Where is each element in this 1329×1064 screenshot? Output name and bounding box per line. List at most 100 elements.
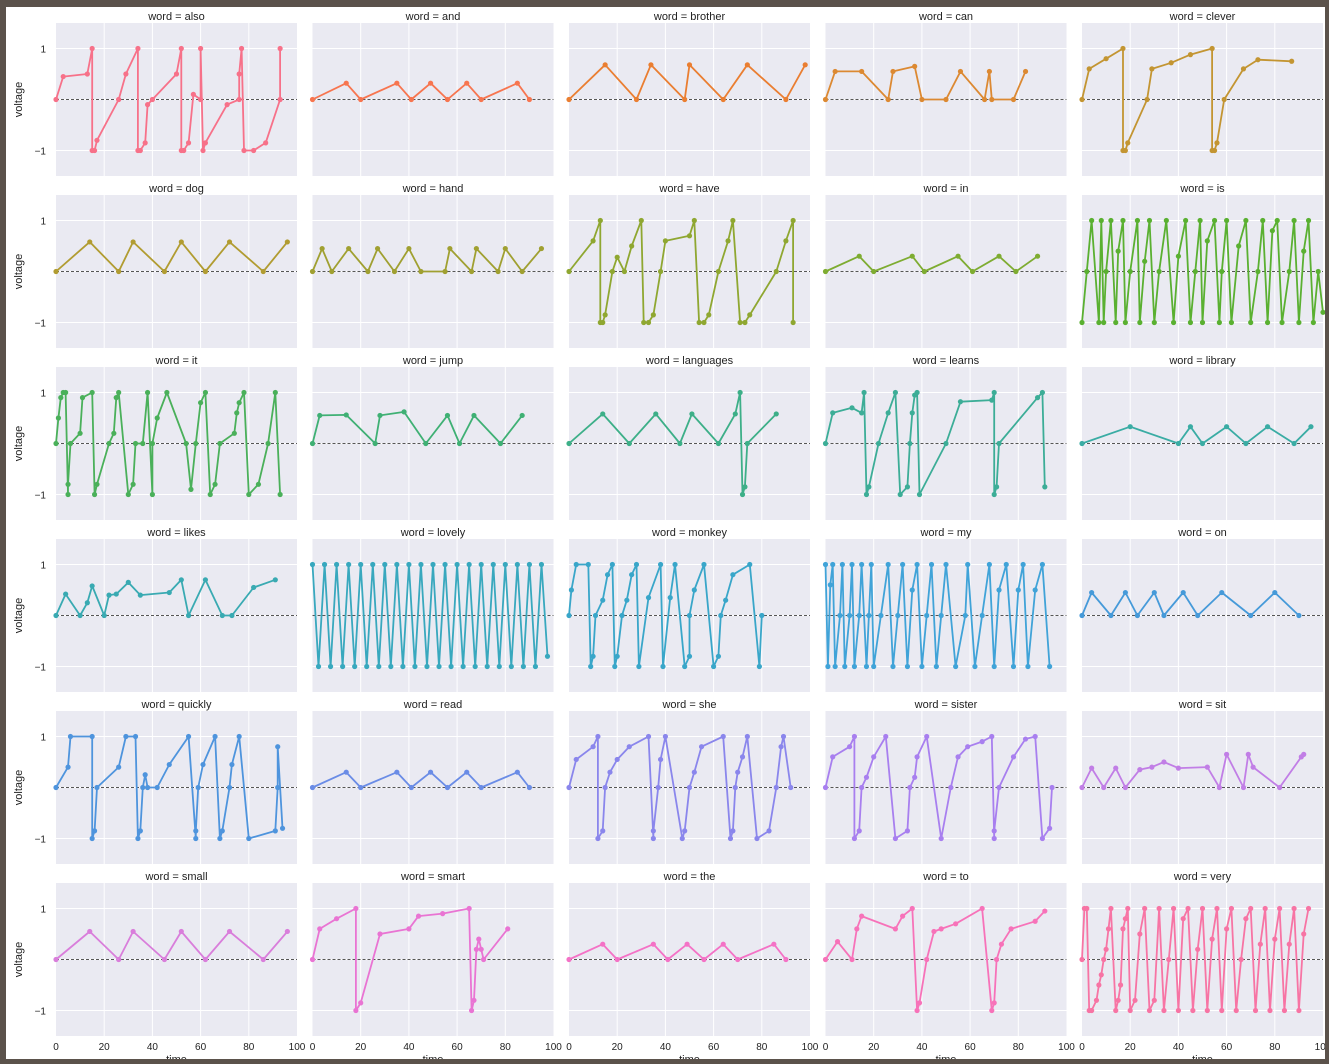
data-point (1096, 982, 1102, 988)
facet-title: word = to (922, 871, 969, 883)
data-point (94, 137, 100, 143)
data-point (682, 96, 688, 103)
data-point (181, 147, 187, 154)
data-point (178, 239, 184, 245)
data-point (1096, 319, 1102, 326)
data-point (1320, 309, 1326, 315)
data-point (938, 926, 944, 932)
data-point (822, 268, 829, 275)
data-point (142, 772, 148, 778)
data-point (756, 663, 762, 670)
data-point (859, 410, 865, 416)
series-line (1081, 425, 1312, 445)
series-line (825, 255, 1039, 273)
data-point (595, 733, 601, 740)
facet-title: word = have (658, 183, 719, 195)
data-point (706, 312, 712, 318)
data-point (77, 430, 83, 436)
facet-panel-and: word = and (309, 11, 554, 176)
data-point (689, 411, 695, 417)
facet-title: word = learns (912, 355, 980, 367)
data-point (856, 253, 862, 259)
data-point (701, 319, 707, 326)
data-point (91, 828, 98, 834)
data-point (246, 835, 252, 842)
data-point (202, 956, 209, 963)
data-point (686, 233, 693, 239)
data-point (212, 481, 218, 487)
data-point (747, 561, 753, 568)
data-point (698, 744, 705, 750)
data-point (1032, 918, 1038, 924)
data-point (427, 80, 434, 86)
data-point (1236, 243, 1242, 249)
data-point (1101, 784, 1107, 791)
data-point (1122, 589, 1128, 596)
data-point (825, 663, 831, 670)
data-point (236, 71, 242, 77)
data-point (885, 561, 891, 568)
data-point (1301, 248, 1307, 254)
data-point (585, 561, 591, 568)
data-point (1228, 319, 1235, 326)
y-axis-label: voltage (13, 598, 25, 633)
data-point (365, 268, 371, 275)
data-point (989, 733, 995, 740)
data-point (478, 946, 484, 952)
data-point (861, 389, 867, 396)
data-point (1008, 926, 1014, 932)
data-point (744, 440, 750, 447)
data-point (137, 828, 143, 834)
data-point (137, 147, 143, 154)
data-point (904, 484, 911, 490)
facet-title: word = brother (653, 11, 726, 23)
data-point (130, 928, 136, 935)
series-line (824, 65, 1027, 101)
data-point (444, 412, 451, 419)
facet-panel-lovely: word = lovely (309, 527, 554, 692)
x-tick-label: 20 (612, 1042, 624, 1053)
data-point (1255, 268, 1261, 275)
x-axis-label: time (166, 1054, 187, 1059)
data-point (783, 238, 789, 244)
facet-title: word = read (403, 699, 462, 711)
data-point (849, 405, 855, 411)
x-tick-label: 60 (1221, 1042, 1233, 1053)
data-point (185, 140, 192, 146)
data-point (1224, 424, 1230, 430)
data-point (315, 663, 322, 670)
data-point (135, 45, 141, 52)
data-point (327, 663, 334, 670)
data-point (871, 268, 877, 275)
data-point (1125, 140, 1131, 146)
data-point (1308, 424, 1314, 430)
data-point (720, 96, 726, 103)
data-point (1161, 759, 1167, 765)
series-line (55, 47, 282, 152)
data-point (173, 71, 180, 77)
data-point (495, 268, 501, 275)
data-point (53, 96, 59, 103)
facet-panel-dog: word = dog 1 −1 voltage (13, 183, 297, 348)
data-point (924, 956, 930, 963)
data-point (730, 217, 736, 224)
data-point (1108, 217, 1114, 224)
data-point (1289, 58, 1295, 64)
data-point (1264, 319, 1271, 326)
data-point (730, 572, 736, 578)
data-point (1151, 589, 1157, 596)
data-point (472, 663, 478, 670)
data-point (193, 828, 199, 834)
data-point (1113, 765, 1119, 771)
data-point (802, 62, 808, 68)
data-point (91, 147, 98, 154)
data-point (626, 440, 632, 447)
y-tick-label: 1 (40, 905, 46, 916)
data-point (520, 663, 526, 670)
facet-panel-brother: word = brother (566, 11, 810, 176)
facet-panel-my: word = my (822, 527, 1067, 692)
y-tick-label: 1 (40, 217, 46, 228)
facet-panel-smart: word = smart 0 20 40 60 80 100 time (310, 871, 563, 1064)
data-point (636, 663, 642, 670)
data-point (609, 561, 615, 568)
